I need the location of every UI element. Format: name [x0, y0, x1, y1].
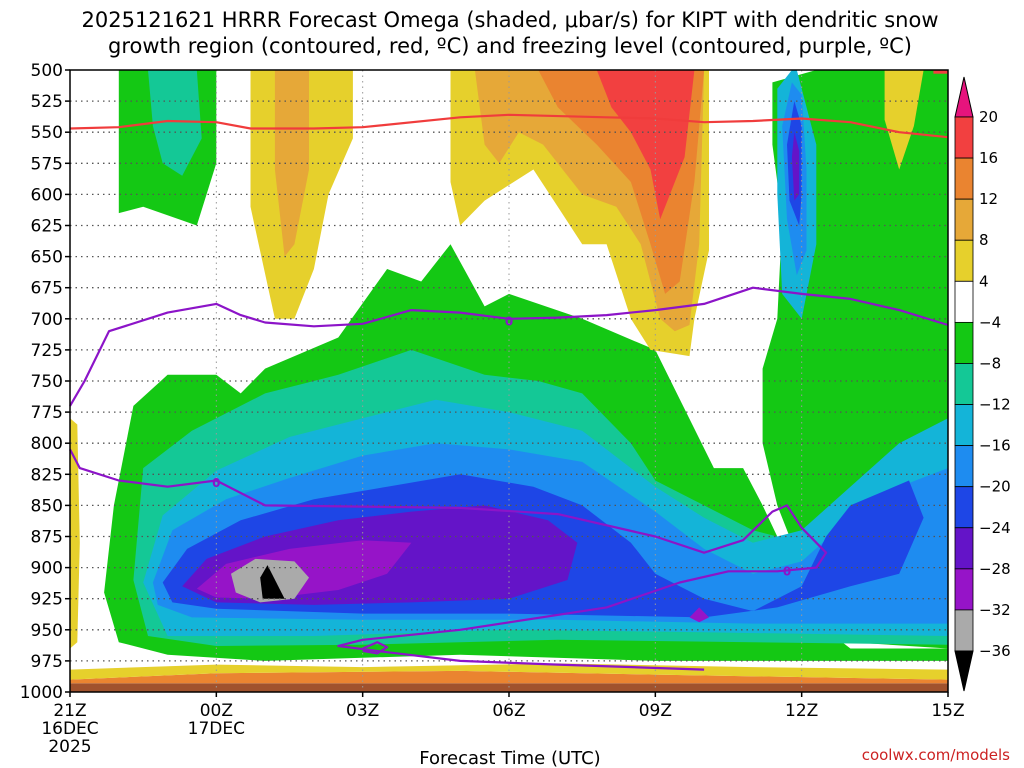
colorbar-label-3: 8 [979, 231, 989, 249]
plot-area [70, 70, 949, 692]
y-tick-label-975: 975 [31, 652, 63, 672]
y-tick-label-550: 550 [31, 123, 63, 143]
y-tick-label-725: 725 [31, 341, 63, 361]
freezing-level-lower [69, 448, 828, 671]
colorbar-bin-9 [954, 486, 974, 529]
x-tick-label-00Z: 00Z [200, 701, 233, 721]
colorbar-label-6: −8 [979, 354, 1001, 372]
contour-lines: 0 0 0 [69, 113, 949, 671]
x-tick-label-21Z: 21Z [53, 701, 86, 721]
colorbar-label-13: −36 [979, 642, 1011, 660]
colorbar-bin-4 [954, 280, 974, 323]
sinking-yellow-east [884, 70, 924, 170]
colorbar-bin-11 [954, 568, 974, 611]
y-tick-label-950: 950 [31, 621, 63, 641]
y-tick-label-1000: 1000 [20, 683, 63, 703]
dgz-isotherm-red [69, 113, 949, 139]
colorbar: 20 16 12 8 4 −4 −8 −12 −16 −20 −24 −28 −32 −36 [954, 76, 1011, 692]
x-tick-label-09Z: 09Z [639, 701, 672, 721]
y-tick-label-500: 500 [31, 61, 63, 81]
y-tick-label-650: 650 [31, 248, 63, 268]
y-tick-label-750: 750 [31, 372, 63, 392]
y-tick-label-625: 625 [31, 217, 63, 237]
sinking-red [596, 70, 695, 220]
freezing-label-1: 0 [212, 476, 220, 490]
colorbar-label-2: 12 [979, 190, 998, 208]
colorbar-bottom-arrow [954, 650, 974, 692]
freezing-level-loop [362, 641, 389, 655]
y-tick-label-600: 600 [31, 185, 63, 205]
colorbar-bin-2 [954, 198, 974, 241]
chart-title-line1: 2025121621 HRRR Forecast Omega (shaded, … [82, 8, 939, 32]
colorbar-bin-0 [954, 116, 974, 159]
upward-motion-violet-spot [689, 607, 709, 623]
sinking-gold-west [274, 70, 309, 257]
colorbar-label-5: −4 [979, 313, 1001, 331]
credit-text: coolwx.com/models [862, 746, 1010, 764]
x-axis-label: Forecast Time (UTC) [419, 748, 600, 768]
colorbar-label-1: 16 [979, 149, 998, 167]
colorbar-bin-3 [954, 239, 974, 282]
y-tick-label-575: 575 [31, 154, 63, 174]
x-tick-date-00Z: 17DEC [188, 719, 245, 739]
freezing-level-upper [69, 286, 949, 407]
y-tick-label-700: 700 [31, 310, 63, 330]
colorbar-label-0: 20 [979, 108, 998, 126]
y-tick-label-525: 525 [31, 92, 63, 112]
freezing-label-2: 0 [505, 314, 513, 328]
colorbar-bin-6 [954, 363, 974, 405]
y-tick-label-900: 900 [31, 559, 63, 579]
axes: 500 525 550 575 600 625 650 675 700 725 750 775 800 8… [20, 61, 965, 757]
upward-motion-purple-north [791, 132, 800, 201]
colorbar-label-9: −20 [979, 478, 1011, 496]
chart-title-line2: growth region (contoured, red, ºC) and f… [108, 34, 912, 58]
colorbar-label-8: −16 [979, 437, 1011, 455]
colorbar-bin-8 [954, 445, 974, 488]
colorbar-label-12: −32 [979, 601, 1011, 619]
colorbar-label-4: 4 [979, 272, 989, 290]
left-edge-yellow [70, 418, 80, 649]
ground-fill [70, 683, 948, 692]
colorbar-bin-7 [954, 404, 974, 447]
freezing-label-3: 0 [783, 564, 791, 578]
x-tick-date-21Z: 16DEC [41, 719, 98, 739]
colorbar-top-arrow [954, 76, 974, 118]
y-tick-label-850: 850 [31, 496, 63, 516]
x-tick-label-06Z: 06Z [492, 701, 525, 721]
x-tick-label-03Z: 03Z [346, 701, 379, 721]
y-tick-label-925: 925 [31, 590, 63, 610]
colorbar-bin-5 [954, 321, 974, 364]
y-tick-label-675: 675 [31, 279, 63, 299]
near-surface-orange [70, 670, 948, 684]
grid-lines [70, 70, 948, 692]
colorbar-bin-1 [954, 157, 974, 200]
near-surface-gold [70, 663, 948, 680]
colorbar-label-11: −28 [979, 560, 1011, 578]
colorbar-bin-10 [954, 527, 974, 570]
upward-motion-teal-nw [148, 70, 202, 176]
sinking-red-corner [933, 70, 948, 74]
y-tick-label-775: 775 [31, 403, 63, 423]
x-tick-label-12Z: 12Z [785, 701, 818, 721]
colorbar-label-7: −12 [979, 396, 1011, 414]
y-tick-label-825: 825 [31, 465, 63, 485]
x-tick-label-15Z: 15Z [931, 701, 964, 721]
y-tick-label-875: 875 [31, 528, 63, 548]
upward-motion-black [260, 565, 285, 599]
x-tick-year-21Z: 2025 [48, 737, 91, 757]
y-tick-label-800: 800 [31, 434, 63, 454]
colorbar-label-10: −24 [979, 519, 1011, 537]
colorbar-bin-12 [954, 609, 974, 652]
